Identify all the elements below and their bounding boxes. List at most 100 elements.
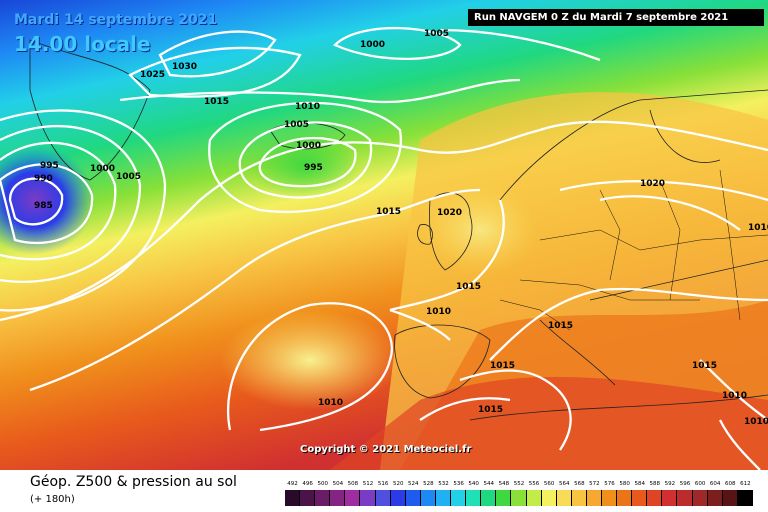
- lead-time: (+ 180h): [30, 494, 75, 505]
- scale-tick-label: 604: [709, 481, 721, 487]
- scale-tick-label: 568: [574, 481, 585, 487]
- west-low: [0, 145, 95, 255]
- scale-swatch: [420, 490, 436, 506]
- isobar-label: 1010: [295, 102, 320, 112]
- scale-tick-label: 504: [332, 481, 344, 487]
- isobar-label: 1000: [296, 141, 321, 151]
- color-scale-labels: 492 496 500 504 508 512 516 520 524 528 532 536 540 5…: [285, 481, 753, 490]
- scale-swatch: [722, 490, 738, 506]
- scale-swatch: [556, 490, 572, 506]
- isobar-label: 1010: [318, 398, 343, 408]
- isobar-labels: 1000 1005 1030 1025 1015 1010 1005 1000 …: [34, 29, 768, 427]
- isobar-label: 995: [304, 163, 323, 173]
- scale-tick-label: 560: [543, 481, 555, 487]
- scale-tick-label: 508: [347, 481, 359, 487]
- parameter-title: Géop. Z500 & pression au sol: [30, 474, 237, 490]
- isobar-label: 1015: [478, 405, 503, 415]
- scale-tick-label: 500: [317, 481, 328, 487]
- isobar-label: 1015: [204, 97, 229, 107]
- scale-tick-label: 512: [362, 481, 374, 487]
- scale-tick-label: 612: [740, 481, 751, 487]
- isobar-label: 985: [34, 201, 53, 211]
- scale-swatch: [647, 490, 663, 506]
- isobar-label: 1010: [426, 307, 451, 317]
- isobars: [0, 26, 768, 470]
- scale-swatch: [375, 490, 391, 506]
- isobar-label: 995: [40, 161, 59, 171]
- scale-swatch: [390, 490, 406, 506]
- borders: [499, 169, 768, 331]
- weather-map: 1000 1005 1030 1025 1015 1010 1005 1000 …: [0, 0, 768, 470]
- isobar-label: 1010: [744, 417, 768, 427]
- forecast-time: 14.00 locale: [14, 32, 151, 56]
- scale-tick-label: 588: [649, 481, 661, 487]
- color-scale-bar: [285, 490, 753, 506]
- hot-core: [330, 376, 768, 470]
- scale-tick-label: 532: [438, 481, 449, 487]
- isobar-label: 1015: [548, 321, 573, 331]
- isobar-label: 1020: [437, 208, 462, 218]
- scale-tick-label: 524: [408, 481, 419, 487]
- isobar-label: 1000: [360, 40, 385, 50]
- scale-tick-label: 576: [604, 481, 615, 487]
- isobar-label: 1025: [140, 70, 165, 80]
- isobar-label: 1000: [90, 164, 115, 174]
- scale-tick-label: 520: [392, 481, 404, 487]
- isobar-label: 990: [34, 174, 53, 184]
- scale-swatch: [692, 490, 708, 506]
- isobar-label: 1015: [456, 282, 481, 292]
- model-run-info: Run NAVGEM 0 Z du Mardi 7 septembre 2021: [468, 9, 764, 26]
- scale-swatch: [330, 490, 346, 506]
- scale-swatch: [571, 490, 587, 506]
- isobar-label: 1005: [116, 172, 141, 182]
- scale-swatch: [315, 490, 331, 506]
- isobar-label: 1015: [692, 361, 717, 371]
- scale-swatch: [526, 490, 542, 506]
- scale-tick-label: 548: [498, 481, 510, 487]
- scale-swatch: [586, 490, 602, 506]
- scale-swatch: [662, 490, 678, 506]
- scale-swatch: [601, 490, 618, 506]
- coastlines: [29, 39, 768, 421]
- atlantic-ridge: [220, 310, 400, 410]
- scale-swatch: [360, 490, 376, 506]
- forecast-date: Mardi 14 septembre 2021: [14, 12, 218, 28]
- scale-tick-label: 552: [513, 481, 525, 487]
- isobar-label: 1015: [490, 361, 515, 371]
- scale-tick-label: 544: [483, 481, 495, 487]
- scale-tick-label: 596: [679, 481, 691, 487]
- scale-tick-label: 584: [634, 481, 645, 487]
- scale-tick-label: 608: [725, 481, 736, 487]
- scale-tick-label: 564: [558, 481, 570, 487]
- scale-tick-label: 540: [468, 481, 479, 487]
- scale-tick-label: 592: [664, 481, 676, 487]
- copyright-text: Copyright © 2021 Meteociel.fr: [300, 444, 472, 455]
- scale-swatch: [285, 490, 301, 506]
- scale-swatch: [345, 490, 361, 506]
- scale-swatch: [451, 490, 467, 506]
- isobar-label: 1015: [376, 207, 401, 217]
- scale-swatch: [632, 490, 648, 506]
- scale-swatch: [707, 490, 723, 506]
- scale-swatch: [541, 490, 557, 506]
- scale-tick-label: 528: [423, 481, 434, 487]
- scale-swatch: [300, 490, 316, 506]
- scale-tick-label: 572: [589, 481, 600, 487]
- scale-tick-label: 492: [287, 481, 298, 487]
- uk-ridge: [420, 185, 540, 275]
- scale-tick-label: 600: [694, 481, 706, 487]
- scale-tick-label: 516: [377, 481, 389, 487]
- isobar-label: 1005: [424, 29, 449, 39]
- scale-swatch: [511, 490, 527, 506]
- scale-tick-label: 496: [302, 481, 313, 487]
- isobar-label: 1010: [722, 391, 747, 401]
- scale-swatch: [737, 490, 753, 506]
- scale-swatch: [481, 490, 497, 506]
- scale-swatch: [677, 490, 693, 506]
- scale-swatch: [617, 490, 633, 506]
- isobar-label: 1010: [748, 223, 768, 233]
- scale-tick-label: 556: [528, 481, 540, 487]
- scale-swatch: [496, 490, 512, 506]
- isobar-label: 1020: [640, 179, 665, 189]
